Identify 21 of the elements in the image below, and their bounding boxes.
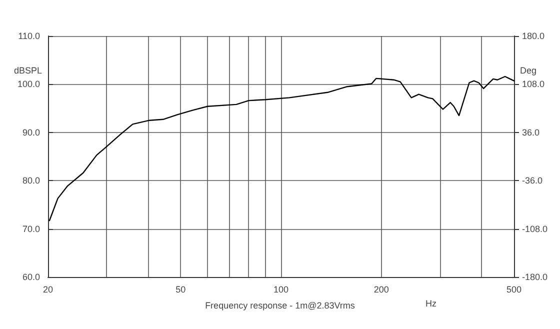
x-axis-title: Hz [426,298,437,308]
y-axis-title: dBSPL [14,66,42,76]
y-tick-label: 80.0 [22,176,40,186]
x-tick-label: 200 [374,284,389,294]
y2-tick-label: -36.0 [522,176,543,186]
y-tick-label: 90.0 [22,127,40,138]
y-tick-label: 100.0 [17,79,40,90]
x-tick-label: 50 [176,284,186,294]
y2-tick-label: -180.0 [522,272,548,282]
x-tick-label: 100 [273,284,289,294]
y2-tick-label: 36.0 [522,127,540,138]
text: Frequency response - 1m@2.83Vrms [205,300,356,310]
y2-axis-title: Deg [520,66,537,76]
y-tick-label: 70.0 [22,224,40,234]
x-tick-label: 20 [42,284,54,294]
x-tick-label: 500 [506,284,522,294]
y-tick-label: 60.0 [22,272,40,282]
y2-tick-label: -108.0 [522,224,548,234]
y2-tick-label: 180.0 [522,31,545,41]
y2-tick-label: 108.0 [522,79,545,90]
y-tick-label: 110.0 [18,31,40,41]
